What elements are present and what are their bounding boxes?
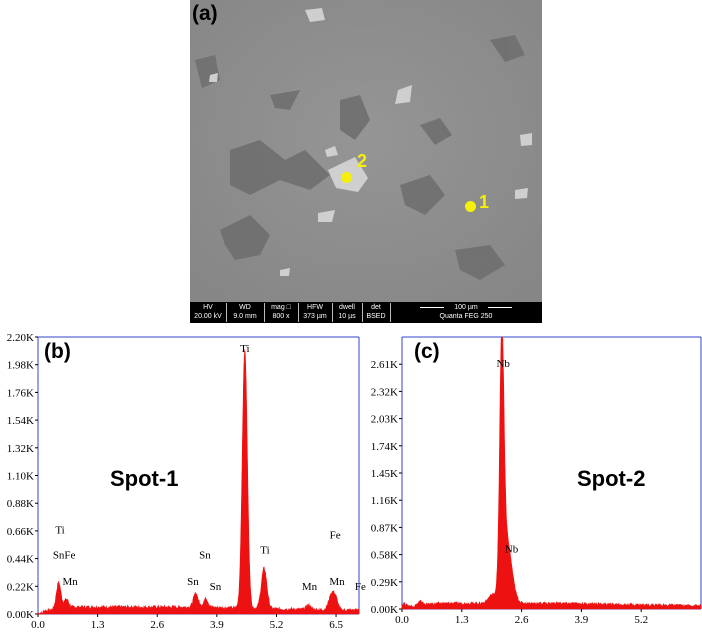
- y-tick-label: 1.32K: [7, 443, 34, 455]
- dwell-label: dwell: [339, 304, 355, 311]
- peak-label: Ti: [55, 524, 64, 536]
- y-tick-label: 1.45K: [371, 468, 398, 480]
- y-tick-label: 1.10K: [7, 471, 34, 483]
- y-tick-label: 1.54K: [7, 415, 34, 427]
- peak-label: Mn: [302, 581, 318, 593]
- det-label: det: [371, 304, 381, 311]
- x-tick-label: 0.0: [395, 614, 409, 626]
- x-tick-label: 2.6: [515, 614, 529, 626]
- scale-bar-text: 100 µm: [444, 303, 488, 312]
- x-tick-label: 5.2: [270, 619, 284, 631]
- eds-chart-b: 0.00K 0.22K 0.44K 0.66K 0.88K 1.10K 1.32K 1.54K…: [7, 332, 366, 631]
- peak-label: Sn: [210, 581, 222, 593]
- sem-image-texture: [190, 0, 542, 302]
- sem-info-bar: HV 20.00 kV WD 9.0 mm mag □ 800 x HFW 37…: [190, 302, 542, 323]
- panel-a-label: (a): [192, 2, 218, 25]
- det-value: BSED: [366, 313, 386, 320]
- y-tick-label: 0.66K: [7, 526, 34, 538]
- hfw-value: 373 µm: [303, 313, 327, 320]
- x-tick-label: 3.9: [210, 619, 224, 631]
- spot-2-label: 2: [357, 151, 368, 171]
- y-tick-label: 1.74K: [371, 441, 398, 453]
- x-tick-label: 6.5: [329, 619, 343, 631]
- y-tick-label: 0.22K: [7, 581, 34, 593]
- y-tick-label: 2.61K: [371, 359, 398, 371]
- x-tick-label: 0.0: [31, 619, 45, 631]
- peak-label: Fe: [330, 529, 341, 541]
- peak-label: Mn: [329, 576, 345, 588]
- hv-label: HV: [203, 304, 213, 311]
- peak-label: Nb: [496, 358, 510, 370]
- eds-chart-c: 0.00K 0.29K 0.58K 0.87K 1.16K 1.45K 1.74K 2.03K…: [371, 336, 702, 626]
- y-tick-label: 0.29K: [371, 577, 398, 589]
- y-tick-label: 2.32K: [371, 386, 398, 398]
- panel-b-label: (b): [44, 340, 71, 363]
- x-tick-label: 1.3: [91, 619, 105, 631]
- x-tick-label: 1.3: [455, 614, 469, 626]
- y-tick-label: 0.00K: [371, 604, 398, 616]
- x-tick-label: 5.2: [634, 614, 648, 626]
- peak-label: Sn: [187, 576, 199, 588]
- spectrum-area: [401, 336, 702, 610]
- wd-cell: WD 9.0 mm: [228, 303, 262, 321]
- peak-label: SnFe: [53, 550, 76, 562]
- eds-spectrum-spot-2: 0.00K 0.29K 0.58K 0.87K 1.16K 1.45K 1.74K 2.03K…: [350, 330, 702, 628]
- scale-cell: 100 µm Quanta FEG 250: [392, 303, 540, 321]
- y-tick-label: 1.98K: [7, 360, 34, 372]
- y-tick-label: 2.20K: [7, 332, 34, 344]
- spot-2-marker: [341, 172, 352, 183]
- wd-value: 9.0 mm: [233, 313, 257, 320]
- y-tick-label: 2.03K: [371, 414, 398, 426]
- y-tick-label: 1.76K: [7, 387, 34, 399]
- spot-1-label: 1: [479, 192, 490, 212]
- peak-label: Nb: [505, 544, 519, 556]
- eds-spectrum-spot-1: 0.00K 0.22K 0.44K 0.66K 0.88K 1.10K 1.32K 1.54K…: [0, 330, 366, 631]
- dwell-value: 10 µs: [338, 313, 356, 320]
- x-tick-label: 3.9: [575, 614, 589, 626]
- mag-value: 800 x: [272, 313, 290, 320]
- hfw-cell: HFW 373 µm: [300, 303, 330, 321]
- x-tick-label: 2.6: [150, 619, 164, 631]
- peak-label: Ti: [260, 545, 269, 557]
- scale-bar-row: 100 µm: [392, 303, 540, 312]
- y-tick-label: 0.58K: [371, 550, 398, 562]
- wd-label: WD: [239, 304, 251, 311]
- spot-1-marker: [465, 201, 476, 212]
- peak-label: Mn: [62, 576, 78, 588]
- hfw-label: HFW: [307, 304, 323, 311]
- mag-label: mag □: [271, 304, 291, 311]
- y-tick-label: 1.16K: [371, 495, 398, 507]
- y-tick-label: 0.00K: [7, 609, 34, 621]
- y-tick-label: 0.44K: [7, 554, 34, 566]
- peak-label: Ti: [240, 343, 249, 355]
- panel-c-label: (c): [414, 340, 440, 363]
- hv-value: 20.00 kV: [194, 313, 222, 320]
- spectrum-area: [37, 349, 360, 615]
- det-cell: det BSED: [364, 303, 388, 321]
- spot-2-title: Spot-2: [577, 466, 646, 491]
- spot-1-title: Spot-1: [110, 466, 179, 491]
- y-tick-label: 0.88K: [7, 498, 34, 510]
- peak-label: Fe: [355, 581, 366, 593]
- peak-label: Sn: [199, 550, 211, 562]
- y-tick-label: 0.87K: [371, 522, 398, 534]
- hv-cell: HV 20.00 kV: [192, 303, 224, 321]
- instrument-name: Quanta FEG 250: [439, 313, 493, 320]
- mag-cell: mag □ 800 x: [266, 303, 296, 321]
- dwell-cell: dwell 10 µs: [334, 303, 360, 321]
- sem-micrograph: 1 2 HV 20.00 kV WD 9.0 mm mag □ 800 x HF…: [190, 0, 542, 323]
